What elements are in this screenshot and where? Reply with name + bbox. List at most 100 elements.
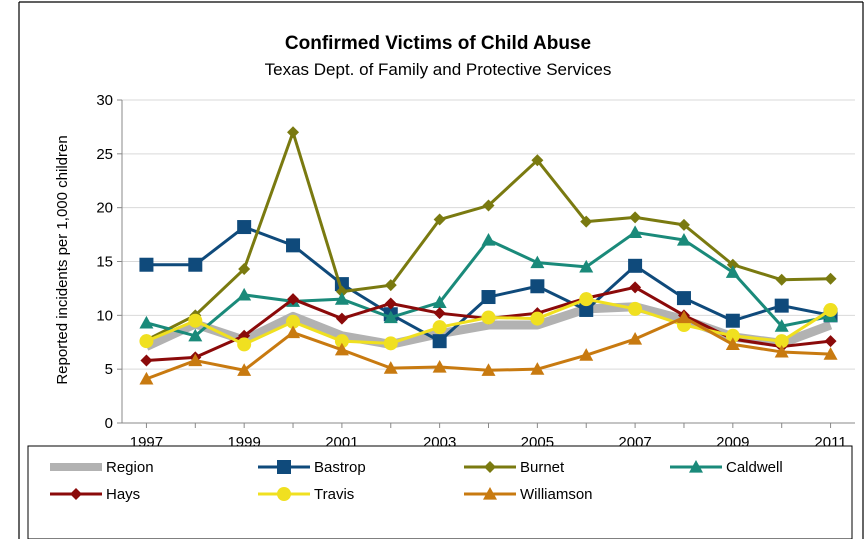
data-point (384, 297, 397, 310)
data-point (237, 287, 252, 301)
data-point (139, 257, 154, 272)
data-point (628, 258, 643, 273)
data-point (238, 263, 251, 276)
legend-item-region: Region (50, 459, 154, 476)
data-point (335, 285, 348, 298)
legend: Region Bastrop Burnet Caldwell Hays Travis Wil… (50, 459, 783, 503)
data-point (823, 302, 838, 317)
data-point (628, 332, 643, 345)
data-point (286, 325, 301, 339)
data-point (384, 279, 397, 292)
data-point (70, 488, 82, 500)
data-point (433, 307, 446, 320)
legend-label: Williamson (520, 486, 593, 503)
data-point (383, 310, 398, 324)
y-tick-label: 20 (96, 200, 113, 217)
legend-item-caldwell: Caldwell (670, 459, 783, 476)
data-point (579, 302, 594, 317)
data-point (139, 371, 154, 385)
data-point (334, 342, 349, 356)
data-point (335, 312, 348, 325)
data-point (188, 313, 203, 328)
data-point (287, 126, 300, 139)
data-point (481, 232, 496, 246)
series-group (139, 126, 838, 385)
data-point (286, 314, 301, 329)
data-point (628, 301, 643, 316)
data-point (579, 292, 594, 307)
legend-label: Region (106, 459, 154, 476)
data-point (824, 272, 837, 285)
data-point (334, 334, 349, 349)
legend-item-hays: Hays (50, 486, 140, 503)
data-point (725, 337, 740, 351)
data-point (677, 218, 690, 231)
data-point (432, 320, 447, 335)
data-point (383, 336, 398, 351)
data-point (774, 344, 789, 358)
legend-item-travis: Travis (258, 486, 354, 503)
data-point (726, 258, 739, 271)
data-point (287, 293, 300, 306)
data-point (286, 238, 301, 253)
data-point (579, 348, 594, 361)
data-point (188, 328, 203, 342)
chart-title: Confirmed Victims of Child Abuse (285, 33, 591, 54)
data-point (481, 310, 496, 325)
data-point (139, 334, 154, 349)
data-point (628, 225, 643, 239)
legend-label: Caldwell (726, 459, 783, 476)
series-williamson (139, 310, 838, 385)
data-point (629, 211, 642, 224)
data-point (774, 334, 789, 349)
data-point (579, 259, 594, 273)
data-point (432, 295, 447, 309)
y-tick-label: 30 (96, 92, 113, 109)
data-point (188, 257, 203, 272)
data-point (140, 354, 153, 367)
legend-item-bastrop: Bastrop (258, 459, 366, 476)
data-point (139, 315, 154, 329)
data-point (481, 290, 496, 305)
data-point (237, 363, 252, 376)
data-point (676, 232, 691, 246)
data-point (725, 328, 740, 343)
data-point (530, 362, 545, 375)
y-tick-label: 5 (105, 361, 113, 378)
data-point (484, 461, 496, 473)
data-point (277, 487, 291, 501)
chart-subtitle: Texas Dept. of Family and Protective Ser… (265, 60, 612, 79)
y-tick-label: 15 (96, 254, 113, 271)
y-tick-label: 0 (105, 415, 113, 432)
data-point (483, 487, 497, 500)
data-point (383, 361, 398, 374)
data-point (689, 460, 703, 473)
data-point (774, 319, 789, 332)
data-point (676, 310, 691, 324)
data-point (774, 298, 789, 313)
legend-item-burnet: Burnet (464, 459, 565, 476)
legend-label: Burnet (520, 459, 565, 476)
data-point (530, 311, 545, 326)
legend-item-williamson: Williamson (464, 486, 593, 503)
data-point (237, 220, 252, 235)
legend-label: Hays (106, 486, 140, 503)
data-point (824, 335, 837, 348)
y-axis-label: Reported incidents per 1,000 children (54, 135, 71, 384)
legend-box (27, 445, 853, 540)
data-point (334, 292, 349, 305)
data-point (237, 337, 252, 352)
data-point (432, 360, 447, 373)
legend-label: Travis (314, 486, 354, 503)
data-point (481, 363, 496, 376)
data-point (725, 265, 740, 278)
data-point (725, 313, 740, 328)
y-tick-label: 10 (96, 307, 113, 324)
y-tick-label: 25 (96, 146, 113, 163)
data-point (676, 291, 691, 306)
legend-label: Bastrop (314, 459, 366, 476)
data-point (530, 279, 545, 294)
data-point (629, 281, 642, 294)
series-bastrop (139, 220, 838, 349)
